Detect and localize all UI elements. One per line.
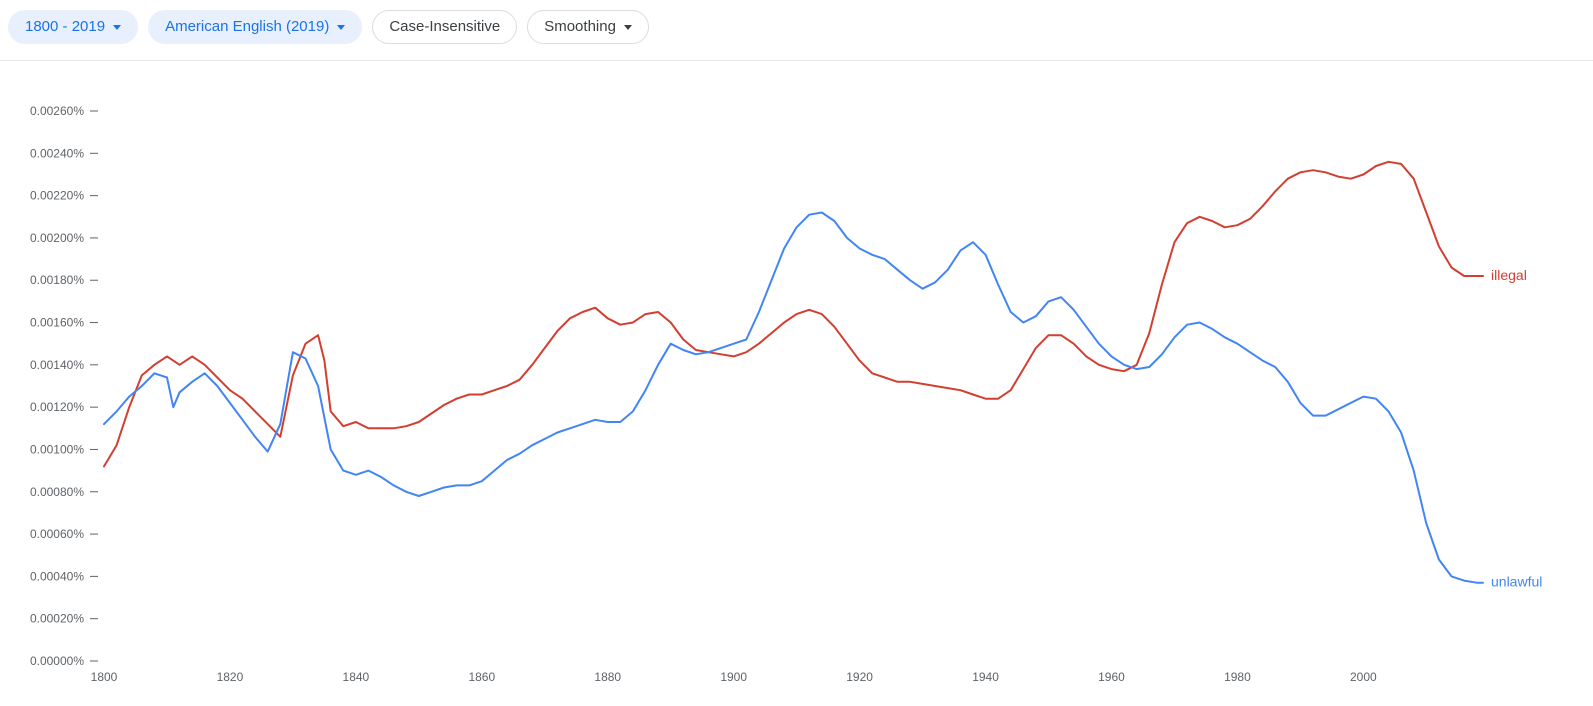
y-axis-tick: 0.00220% (30, 189, 98, 203)
x-axis-tick: 1900 (720, 670, 747, 684)
year-range-label: 1800 - 2019 (25, 17, 105, 37)
y-axis-tick: 0.00140% (30, 358, 98, 372)
chevron-down-icon (624, 25, 632, 30)
series-line-illegal[interactable] (104, 162, 1483, 467)
case-sensitivity-toggle[interactable]: Case-Insensitive (372, 10, 517, 44)
y-axis-tick: 0.00000% (30, 654, 98, 668)
svg-text:0.00020%: 0.00020% (30, 612, 84, 626)
y-axis-tick: 0.00200% (30, 231, 98, 245)
x-axis-tick: 1920 (846, 670, 873, 684)
corpus-label: American English (2019) (165, 17, 329, 37)
x-axis-tick: 1840 (343, 670, 370, 684)
smoothing-dropdown[interactable]: Smoothing (527, 10, 649, 44)
y-axis-tick: 0.00080% (30, 485, 98, 499)
svg-text:0.00200%: 0.00200% (30, 231, 84, 245)
svg-text:0.00220%: 0.00220% (30, 189, 84, 203)
y-axis-tick: 0.00260% (30, 104, 98, 118)
x-axis-tick: 1880 (594, 670, 621, 684)
svg-text:0.00120%: 0.00120% (30, 400, 84, 414)
x-axis-tick: 1980 (1224, 670, 1251, 684)
chevron-down-icon (113, 25, 121, 30)
svg-text:0.00260%: 0.00260% (30, 104, 84, 118)
corpus-dropdown[interactable]: American English (2019) (148, 10, 362, 44)
x-axis-tick: 1860 (468, 670, 495, 684)
x-axis-tick: 1800 (91, 670, 118, 684)
svg-text:0.00240%: 0.00240% (30, 146, 84, 160)
year-range-dropdown[interactable]: 1800 - 2019 (8, 10, 138, 44)
svg-text:0.00140%: 0.00140% (30, 358, 84, 372)
x-axis-tick: 2000 (1350, 670, 1377, 684)
smoothing-label: Smoothing (544, 17, 616, 37)
y-axis-tick: 0.00160% (30, 316, 98, 330)
x-axis-tick: 1940 (972, 670, 999, 684)
x-axis-tick: 1820 (217, 670, 244, 684)
y-axis-tick: 0.00020% (30, 612, 98, 626)
svg-text:0.00160%: 0.00160% (30, 316, 84, 330)
series-line-unlawful[interactable] (104, 213, 1483, 583)
svg-text:0.00000%: 0.00000% (30, 654, 84, 668)
case-label: Case-Insensitive (389, 17, 500, 37)
svg-text:0.00080%: 0.00080% (30, 485, 84, 499)
y-axis-tick: 0.00100% (30, 442, 98, 456)
chevron-down-icon (337, 25, 345, 30)
svg-text:0.00180%: 0.00180% (30, 273, 84, 287)
ngram-line-chart[interactable]: 0.00000% 0.00020% 0.00040% 0.00060% 0.00080%… (10, 101, 1593, 696)
y-axis-tick: 0.00240% (30, 146, 98, 160)
x-axis-tick: 1960 (1098, 670, 1125, 684)
series-label-illegal[interactable]: illegal (1491, 267, 1527, 283)
series-label-unlawful[interactable]: unlawful (1491, 574, 1542, 590)
svg-text:0.00040%: 0.00040% (30, 569, 84, 583)
y-axis-tick: 0.00040% (30, 569, 98, 583)
y-axis-tick: 0.00120% (30, 400, 98, 414)
chart-container: 0.00000% 0.00020% 0.00040% 0.00060% 0.00080%… (0, 61, 1593, 706)
y-axis-tick: 0.00180% (30, 273, 98, 287)
filter-bar: 1800 - 2019 American English (2019) Case… (0, 0, 1593, 61)
svg-text:0.00100%: 0.00100% (30, 442, 84, 456)
svg-text:0.00060%: 0.00060% (30, 527, 84, 541)
y-axis-tick: 0.00060% (30, 527, 98, 541)
